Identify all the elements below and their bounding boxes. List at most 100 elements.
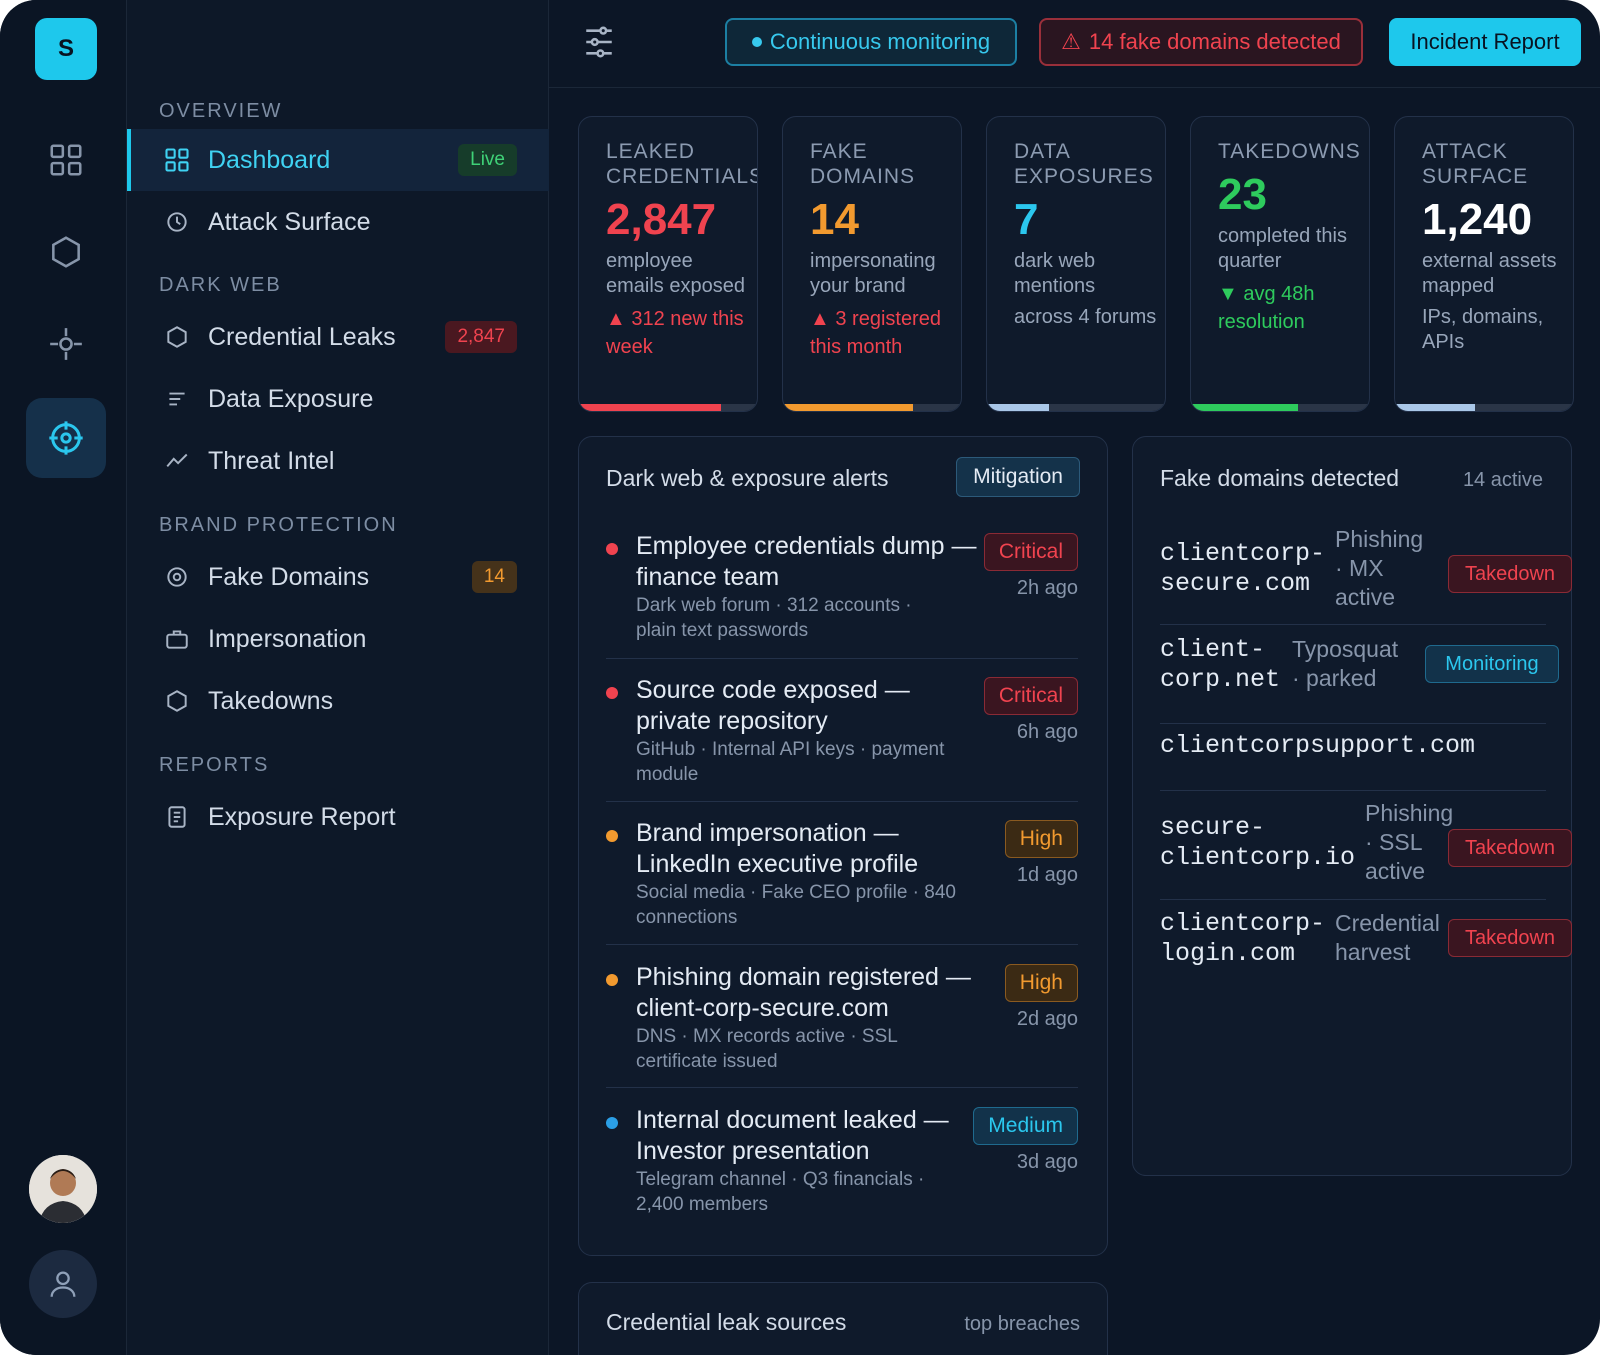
domain-row[interactable]: clientcorpsupport.com — [1160, 731, 1560, 801]
avatar[interactable] — [29, 1155, 97, 1223]
domain-name: clientcorp-login.com — [1160, 909, 1326, 968]
stat-progress — [987, 404, 1165, 411]
alert-age: 2d ago — [1016, 1008, 1078, 1030]
domain-type: Credential harvest — [1335, 910, 1440, 965]
stat-card-leaked-credentials[interactable]: LEAKED CREDENTIALS 2,847 employee emails… — [578, 116, 758, 412]
medium-dot-icon — [606, 1117, 618, 1129]
fake-domains-alert[interactable]: ⚠ 14 fake domains detected — [1039, 18, 1363, 66]
alert-description: DNS · MX records active · SSL certificat… — [636, 1026, 898, 1072]
top-bar: Continuous monitoring ⚠ 14 fake domains … — [549, 0, 1600, 88]
critical-dot-icon — [606, 543, 618, 555]
monitoring-button[interactable]: Monitoring — [1425, 645, 1559, 683]
warning-icon: ⚠ — [1061, 29, 1081, 54]
takedown-button[interactable]: Takedown — [1448, 919, 1572, 957]
alert-age: 2h ago — [1016, 577, 1078, 599]
icon-rail: S — [0, 0, 127, 1355]
crosshair-icon[interactable] — [26, 304, 106, 384]
section-reports: REPORTS — [159, 754, 270, 776]
grid-icon[interactable] — [26, 120, 106, 200]
alert-description: Dark web forum · 312 accounts · plain te… — [636, 595, 912, 641]
stat-card-data-exposures[interactable]: DATA EXPOSURES 7 dark web mentions acros… — [986, 116, 1166, 412]
stat-card-attack-surface[interactable]: ATTACK SURFACE 1,240 external assets map… — [1394, 116, 1574, 412]
fake-domains-panel-title: Fake domains detected — [1160, 465, 1400, 491]
high-dot-icon — [606, 974, 618, 986]
domain-name: client-corp.net — [1160, 635, 1281, 694]
sidebar-item-exposure-report[interactable]: Exposure Report — [127, 786, 549, 848]
sidebar-item-dashboard[interactable]: Dashboard Live — [127, 129, 549, 191]
sidebar-item-label: Dashboard — [208, 145, 331, 174]
alerts-panel-title: Dark web & exposure alerts — [606, 465, 889, 491]
shield-icon[interactable] — [26, 212, 106, 292]
sidebar-item-takedowns[interactable]: Takedowns — [127, 670, 549, 732]
alert-title: Employee credentials dump — finance team — [636, 532, 977, 591]
document-icon — [162, 802, 192, 832]
sidebar-item-credential-leaks[interactable]: Credential Leaks 2,847 — [127, 306, 549, 368]
stat-subtitle: dark web mentions — [1014, 250, 1096, 297]
divider — [1160, 899, 1546, 900]
stat-progress — [1191, 404, 1369, 411]
stat-progress — [579, 404, 757, 411]
sidebar-item-label: Exposure Report — [208, 802, 396, 831]
sidebar-item-data-exposure[interactable]: Data Exposure — [127, 368, 549, 430]
severity-badge: Medium — [973, 1107, 1078, 1145]
stat-subtitle: completed this quarter — [1218, 225, 1347, 272]
stat-note: across 4 forums — [1014, 306, 1157, 328]
fake-domains-panel: Fake domains detected 14 active clientco… — [1132, 436, 1572, 1176]
credential-sources-panel: Credential leak sources top breaches — [578, 1282, 1108, 1355]
takedown-button[interactable]: Takedown — [1448, 829, 1572, 867]
target-icon[interactable] — [26, 398, 106, 478]
domain-name: clientcorp-secure.com — [1160, 539, 1326, 598]
sidebar-item-label: Attack Surface — [208, 207, 371, 236]
section-brand-protection: BRAND PROTECTION — [159, 514, 398, 536]
sidebar-item-impersonation[interactable]: Impersonation — [127, 608, 549, 670]
domain-row[interactable]: secure-clientcorp.io Phishing · SSL acti… — [1160, 799, 1572, 889]
fake-domains-badge: 14 — [471, 561, 517, 593]
domain-row[interactable]: clientcorp-secure.com Phishing · MX acti… — [1160, 525, 1572, 615]
alerts-panel: Dark web & exposure alerts Mitigation Em… — [578, 436, 1108, 1256]
incident-report-button[interactable]: Incident Report — [1389, 18, 1581, 66]
sidebar-item-label: Fake Domains — [208, 562, 370, 591]
stat-card-takedowns[interactable]: TAKEDOWNS 23 completed this quarter ▼ av… — [1190, 116, 1370, 412]
status-dot-icon — [751, 37, 762, 47]
alert-age: 1d ago — [1016, 864, 1078, 886]
alert-title: Source code exposed — private repository — [636, 676, 910, 735]
credential-sources-subtitle: top breaches — [964, 1313, 1080, 1335]
stat-title: LEAKED CREDENTIALS — [606, 140, 758, 188]
domain-row[interactable]: client-corp.net Typosquat · parked Monit… — [1160, 635, 1560, 705]
divider — [606, 801, 1078, 802]
divider — [1160, 790, 1546, 791]
stat-note: ▲ 312 new this week — [606, 308, 744, 358]
domain-row[interactable]: clientcorp-login.com Credential harvest … — [1160, 909, 1572, 979]
alert-age: 6h ago — [1016, 721, 1078, 743]
section-dark-web: DARK WEB — [159, 274, 282, 296]
stat-subtitle: external assets mapped — [1422, 250, 1557, 297]
sidebar-item-label: Data Exposure — [208, 384, 374, 413]
stat-subtitle: impersonating your brand — [810, 250, 936, 297]
hexagon-icon — [162, 322, 192, 352]
stat-card-fake-domains[interactable]: FAKE DOMAINS 14 impersonating your brand… — [782, 116, 962, 412]
user-menu-button[interactable] — [29, 1250, 97, 1318]
sidebar-item-threat-intel[interactable]: Threat Intel — [127, 430, 549, 492]
domain-type: Phishing · MX active — [1335, 526, 1424, 610]
high-dot-icon — [606, 830, 618, 842]
sidebar-item-attack-surface[interactable]: Attack Surface — [127, 191, 549, 253]
target-icon — [162, 562, 192, 592]
severity-badge: Critical — [983, 677, 1078, 715]
stat-value: 14 — [810, 195, 859, 244]
mitigation-button[interactable]: Mitigation — [956, 457, 1080, 497]
filter-icon[interactable] — [582, 22, 616, 67]
app-logo[interactable]: S — [35, 18, 97, 80]
monitoring-status[interactable]: Continuous monitoring — [725, 18, 1017, 66]
severity-badge: Critical — [983, 533, 1078, 571]
alert-title: Internal document leaked — Investor pres… — [636, 1106, 949, 1165]
stat-subtitle: employee emails exposed — [606, 250, 745, 297]
sidebar-item-label: Impersonation — [208, 624, 367, 653]
domain-type: Typosquat · parked — [1292, 636, 1399, 691]
stat-progress — [1395, 404, 1573, 411]
divider — [606, 658, 1078, 659]
takedown-button[interactable]: Takedown — [1448, 555, 1572, 593]
stat-value: 23 — [1218, 170, 1267, 219]
divider — [1160, 624, 1546, 625]
sidebar-item-fake-domains[interactable]: Fake Domains 14 — [127, 546, 549, 608]
